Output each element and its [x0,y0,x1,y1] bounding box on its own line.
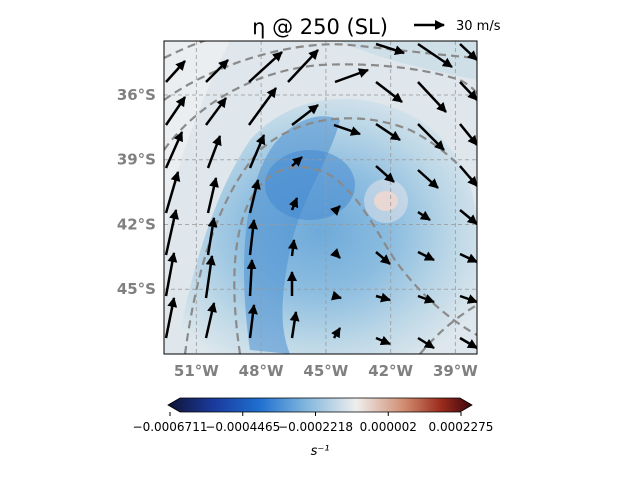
colorbar-body [167,397,473,413]
longitude-label: 45°W [303,362,348,380]
longitude-label: 39°W [433,362,478,380]
wind-arrow [333,123,361,136]
colorbar: −0.0006711−0.0004465−0.0002218 0.000002 0.… [133,397,494,459]
wind-arrow [459,336,477,350]
wind-vectors [164,42,477,350]
wind-arrow [246,259,257,297]
wind-arrow [287,239,298,257]
wind-arrow [375,335,391,346]
wind-arrow [375,81,403,103]
wind-arrow [204,97,228,126]
map-title: η @ 250 (SL) [252,15,388,39]
vorticity-ridge-west [164,41,230,260]
vorticity-north [340,41,477,80]
longitude-label: 48°W [239,362,284,380]
wind-arrow [164,252,178,297]
map-panel [163,40,478,355]
wind-arrow [204,255,216,299]
wind-arrow [417,294,435,304]
wind-arrow [165,60,186,83]
wind-arrow [459,294,477,304]
wind-arrow [417,169,439,189]
latitude-label: 45°S [117,280,156,298]
colorbar-tick-label: −0.0006711 [133,420,208,434]
wind-arrow [334,68,369,84]
wind-arrow [459,252,477,264]
wind-arrow [417,210,431,222]
wind-arrow [206,135,222,169]
wind-arrow [204,302,217,339]
height-contour [183,117,477,354]
wind-arrow [164,131,184,169]
wind-arrow [417,250,435,262]
gridlines [164,41,477,354]
wind-arrow [459,123,477,146]
wind-arrow [206,217,218,256]
latitude-labels: 36°S 39°S 42°S 45°S [117,86,156,298]
wind-arrow [375,292,391,303]
wind-arrow [205,59,229,83]
wind-arrow [330,290,342,301]
wind-arrow [247,304,258,339]
wind-arrow [164,209,179,256]
longitude-label: 42°W [368,362,413,380]
wind-arrow [289,311,300,339]
latitude-label: 36°S [117,86,156,104]
longitude-labels: 51°W 48°W 45°W 42°W 39°W [174,362,478,380]
vorticity-positive-halo [364,179,408,223]
wind-arrow [164,96,187,126]
colorbar-tick-label: 0.000002 [360,420,417,434]
wind-arrow [206,177,219,214]
wind-arrow [459,209,477,225]
quiver-key: 30 m/s [414,19,501,34]
height-contour [233,165,477,354]
wind-arrow [248,219,258,256]
wind-arrow [417,81,447,113]
wind-arrow [417,123,445,151]
wind-arrow [288,197,299,211]
latitude-label: 39°S [117,151,156,169]
colorbar-tick-label: −0.0002218 [278,420,353,434]
colorbar-unit: s⁻¹ [311,444,330,459]
wind-arrow [330,205,341,216]
quiver-key-label: 30 m/s [456,19,501,34]
wind-arrow [248,51,283,83]
wind-arrow [331,327,342,339]
wind-arrow [248,134,266,169]
wind-arrow [375,42,405,56]
colorbar-tick-label: 0.0002275 [429,420,494,434]
vorticity-core [265,150,355,220]
wind-arrow [164,297,178,339]
longitude-label: 51°W [174,362,219,380]
wind-arrow [248,179,261,214]
wind-arrow [291,156,303,167]
wind-arrow [375,165,395,183]
wind-arrow [375,251,391,265]
wind-arrow [291,104,319,126]
wind-arrow [459,165,477,187]
wind-arrow [330,248,341,259]
height-contour [419,304,477,354]
wind-arrow [287,49,319,83]
wind-arrow [247,87,278,126]
wind-arrow [459,43,477,61]
wind-arrow [459,81,477,101]
colorbar-tick-label: −0.0004465 [205,420,280,434]
wind-arrow [417,336,435,350]
latitude-label: 42°S [117,215,156,233]
map-frame [163,40,478,355]
wind-arrow [417,42,453,69]
height-contour [164,41,208,59]
height-contour [164,63,477,151]
colorbar-ticks: −0.0006711−0.0004465−0.0002218 0.000002 0.… [133,412,494,434]
vorticity-positive-spot [374,191,398,211]
wind-arrow [375,122,401,142]
wind-arrow [164,171,181,214]
